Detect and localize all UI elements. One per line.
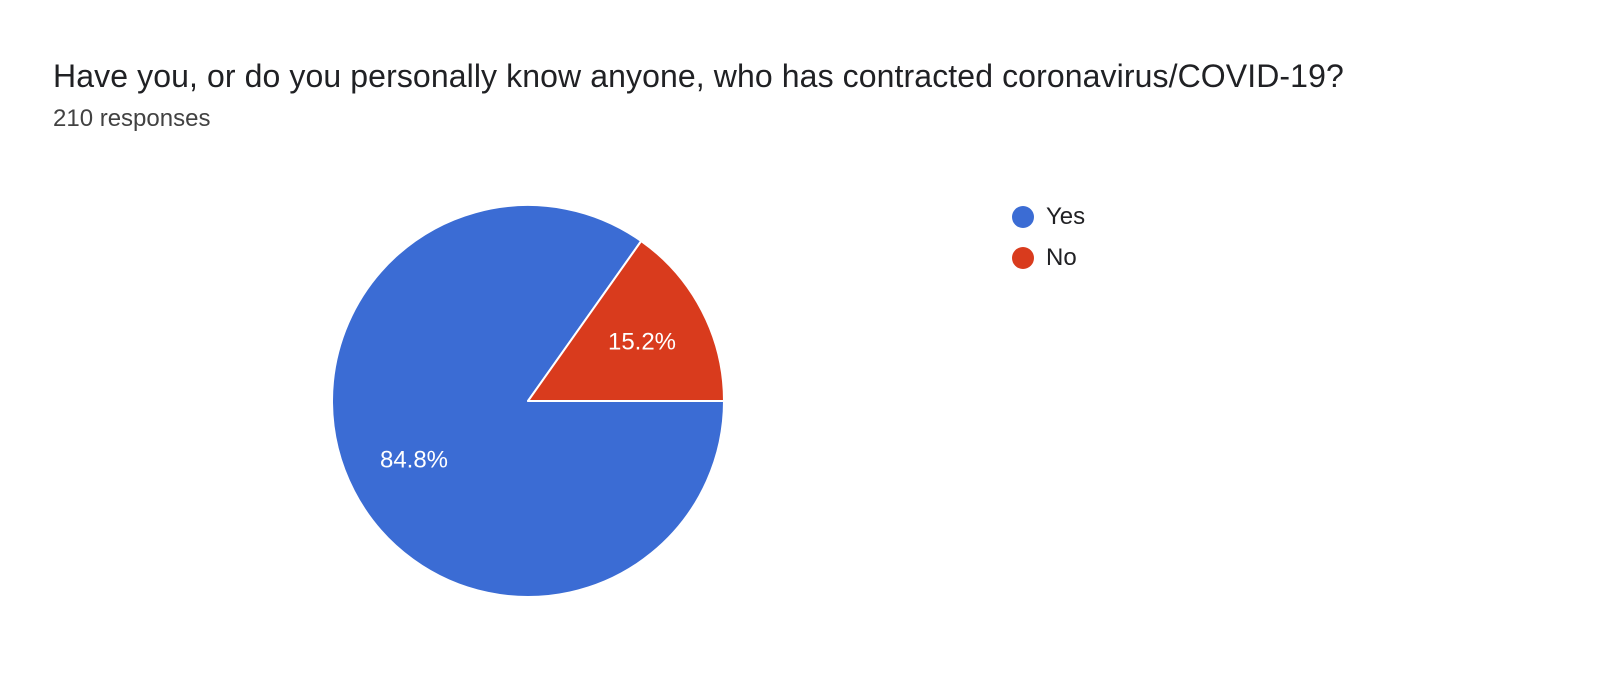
question-title: Have you, or do you personally know anyo… [53, 58, 1344, 94]
legend-label-yes: Yes [1046, 203, 1086, 230]
pie-slice-label-no: 15.2% [608, 329, 676, 356]
pie-slice-label-yes: 84.8% [380, 447, 448, 474]
legend-color-dot-no [1012, 247, 1034, 269]
chart-legend: Yes No [1012, 204, 1085, 286]
legend-color-dot-yes [1012, 206, 1034, 228]
pie-slice-no[interactable] [527, 240, 725, 402]
legend-label-no: No [1046, 244, 1077, 271]
pie-chart-container: 84.8% 15.2% [329, 202, 727, 600]
response-count: 210 responses [53, 105, 211, 132]
legend-item-yes: Yes [1012, 204, 1085, 230]
legend-item-no: No [1012, 245, 1085, 271]
pie-chart: 84.8% 15.2% [331, 204, 725, 598]
